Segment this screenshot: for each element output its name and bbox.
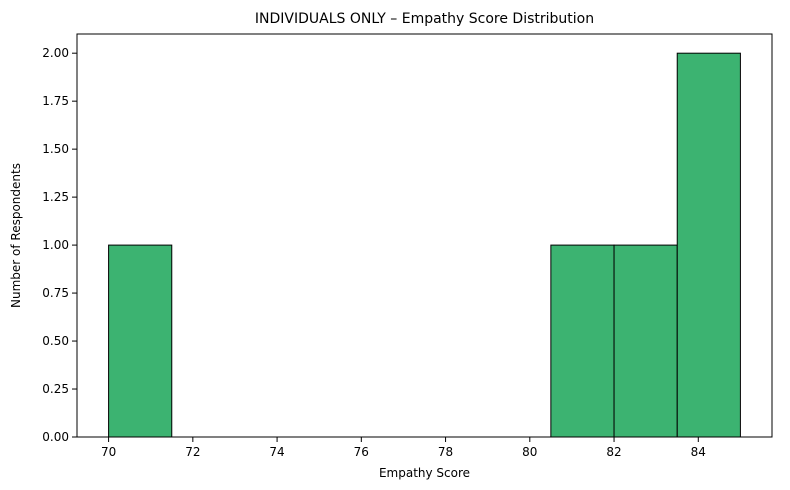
y-tick-label-6: 1.50 bbox=[42, 142, 69, 156]
x-tick-label-7: 84 bbox=[691, 445, 706, 459]
y-tick-label-7: 1.75 bbox=[42, 94, 69, 108]
x-tick-label-6: 82 bbox=[606, 445, 621, 459]
y-tick-label-4: 1.00 bbox=[42, 238, 69, 252]
y-tick-label-1: 0.25 bbox=[42, 382, 69, 396]
x-tick-label-5: 80 bbox=[522, 445, 537, 459]
y-tick-label-3: 0.75 bbox=[42, 286, 69, 300]
plot-frame bbox=[76, 33, 773, 438]
histogram-bar-0 bbox=[108, 244, 173, 438]
x-tick-label-3: 76 bbox=[354, 445, 369, 459]
chart-title: INDIVIDUALS ONLY – Empathy Score Distrib… bbox=[255, 11, 594, 27]
y-tick-label-5: 1.25 bbox=[42, 190, 69, 204]
y-tick-label-2: 0.50 bbox=[42, 334, 69, 348]
x-tick-label-1: 72 bbox=[185, 445, 200, 459]
x-axis: 70 72 74 76 78 80 82 84 bbox=[101, 437, 706, 459]
histogram-bar-9 bbox=[676, 52, 741, 438]
y-axis-title: Number of Respondents bbox=[9, 163, 23, 308]
y-tick-label-8: 2.00 bbox=[42, 46, 69, 60]
x-tick-label-2: 74 bbox=[269, 445, 284, 459]
histogram-bar-8 bbox=[613, 244, 678, 438]
x-tick-label-4: 78 bbox=[438, 445, 453, 459]
histogram-bar-7 bbox=[550, 244, 615, 438]
bars-layer bbox=[108, 52, 741, 438]
x-tick-label-0: 70 bbox=[101, 445, 116, 459]
y-axis: 0.00 0.25 0.50 0.75 1.00 1.25 1.50 1.75 2.00 bbox=[42, 46, 77, 444]
y-tick-label-0: 0.00 bbox=[42, 430, 69, 444]
x-axis-title: Empathy Score bbox=[379, 466, 470, 480]
